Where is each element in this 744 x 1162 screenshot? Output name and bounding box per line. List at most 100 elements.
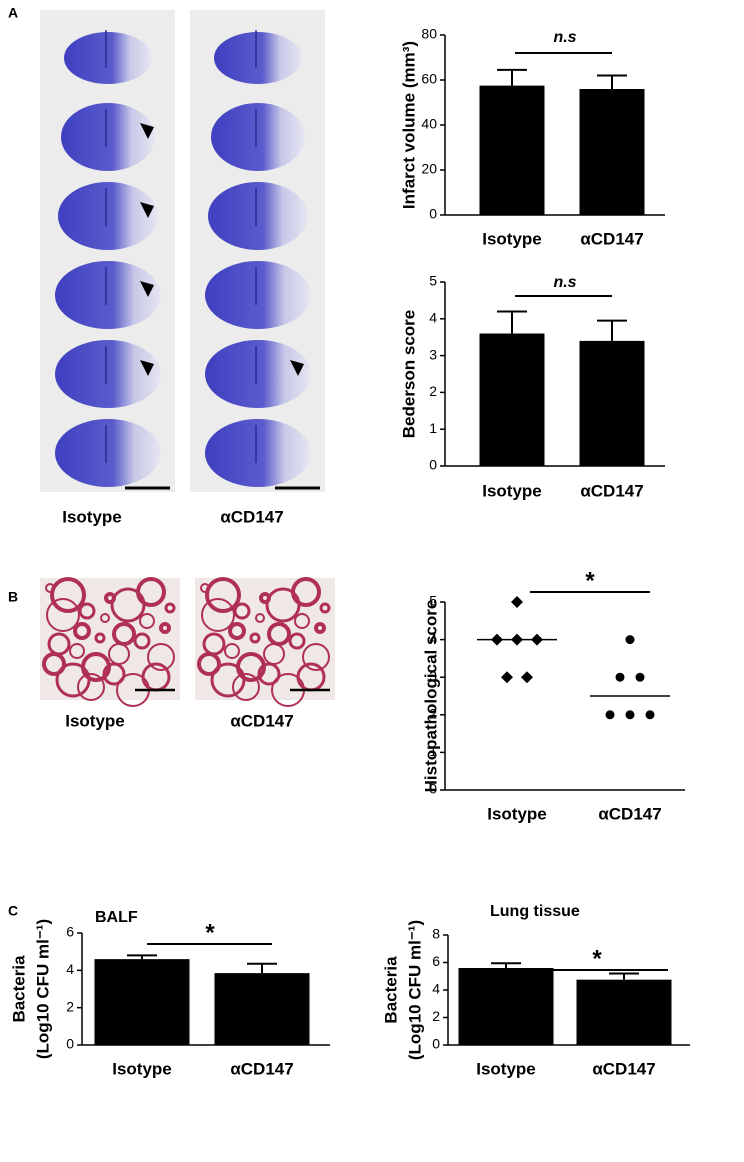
x-tick-label: αCD147 — [230, 1059, 293, 1078]
y-axis-label: Bacteria — [9, 955, 28, 1023]
arrowhead — [140, 202, 154, 218]
brain-slice — [208, 182, 308, 250]
tissue — [69, 643, 85, 659]
image-caption: Isotype — [62, 507, 122, 526]
y-tick-label: 4 — [432, 981, 440, 997]
brain-slice — [205, 261, 311, 329]
tissue — [77, 673, 105, 701]
brain-slice — [211, 103, 305, 171]
y-tick-label: 2 — [432, 1008, 440, 1024]
tissue — [139, 613, 155, 629]
tissue — [224, 643, 240, 659]
tissue — [228, 622, 246, 640]
data-point — [625, 635, 635, 645]
y-tick-label: 0 — [429, 206, 437, 222]
y-tick-label: 2 — [429, 383, 437, 399]
tissue — [159, 622, 171, 634]
y-axis-label: Bederson score — [399, 310, 418, 439]
x-tick-label: Isotype — [482, 229, 542, 248]
data-point — [501, 671, 513, 684]
data-point — [625, 710, 635, 720]
significance-label: * — [585, 567, 595, 594]
data-point — [511, 596, 523, 608]
significance-label: n.s — [553, 29, 576, 46]
y-axis-label: (Log10 CFU ml⁻¹) — [33, 919, 52, 1059]
tissue — [102, 662, 126, 686]
data-point — [645, 710, 655, 720]
arrowhead — [140, 360, 154, 376]
brain-slice — [55, 419, 161, 487]
tissue — [50, 577, 86, 613]
tissue — [133, 632, 151, 650]
y-tick-label: 0 — [429, 781, 437, 797]
tissue — [232, 673, 260, 701]
brain-slice — [205, 419, 311, 487]
x-tick-label: Isotype — [112, 1059, 172, 1078]
tissue — [314, 622, 326, 634]
tissue — [164, 602, 176, 614]
significance-label: * — [592, 945, 602, 972]
image-caption: Isotype — [65, 711, 125, 730]
brain-slice — [55, 261, 161, 329]
y-tick-label: 5 — [429, 273, 437, 289]
panel-label: A — [8, 5, 18, 21]
y-tick-label: 4 — [429, 310, 437, 326]
x-tick-label: αCD147 — [580, 229, 643, 248]
bar — [94, 959, 190, 1045]
data-point — [615, 672, 625, 682]
tissue — [73, 622, 91, 640]
y-tick-label: 1 — [429, 420, 437, 436]
tissue — [42, 652, 66, 676]
bar — [479, 333, 545, 466]
y-tick-label: 4 — [429, 630, 437, 646]
y-tick-label: 80 — [421, 26, 437, 42]
y-tick-label: 6 — [432, 953, 440, 969]
arrowhead — [140, 123, 154, 139]
y-axis-label: Bacteria — [381, 956, 400, 1024]
x-tick-label: αCD147 — [592, 1059, 655, 1078]
image-background — [190, 10, 325, 492]
bar — [214, 973, 310, 1045]
tissue — [197, 652, 221, 676]
y-tick-label: 6 — [66, 924, 74, 940]
x-tick-label: Isotype — [487, 804, 547, 823]
tissue — [94, 632, 106, 644]
y-tick-label: 0 — [432, 1036, 440, 1052]
tissue — [100, 613, 110, 623]
image-background — [40, 10, 175, 492]
brain-slice — [64, 32, 152, 84]
x-tick-label: Isotype — [482, 481, 542, 500]
y-tick-label: 3 — [429, 668, 437, 684]
y-tick-label: 40 — [421, 116, 437, 132]
panel-label: C — [8, 903, 18, 919]
micrographs — [40, 10, 335, 707]
arrowhead — [140, 281, 154, 297]
y-axis-label: Histopathological score — [421, 600, 440, 793]
image-caption: αCD147 — [230, 711, 293, 730]
x-tick-label: αCD147 — [580, 481, 643, 500]
tissue — [112, 622, 136, 646]
y-tick-label: 8 — [432, 926, 440, 942]
chart-title: Lung tissue — [490, 903, 580, 920]
y-tick-label: 1 — [429, 743, 437, 759]
y-tick-label: 2 — [66, 998, 74, 1014]
tissue — [288, 632, 306, 650]
tissue — [136, 577, 166, 607]
tissue — [267, 622, 291, 646]
y-tick-label: 2 — [429, 706, 437, 722]
significance-label: n.s — [553, 274, 576, 291]
tissue — [249, 632, 261, 644]
y-tick-label: 4 — [66, 961, 74, 977]
data-point — [635, 672, 645, 682]
tissue — [46, 598, 80, 632]
y-axis-label: Infarct volume (mm³) — [399, 41, 418, 209]
bar — [458, 968, 554, 1045]
tissue — [255, 613, 265, 623]
tissue — [257, 662, 281, 686]
significance-label: * — [205, 919, 215, 946]
y-tick-label: 60 — [421, 71, 437, 87]
data-point — [605, 710, 615, 720]
panel-label: B — [8, 589, 18, 605]
tissue — [291, 577, 321, 607]
tissue — [147, 643, 175, 671]
